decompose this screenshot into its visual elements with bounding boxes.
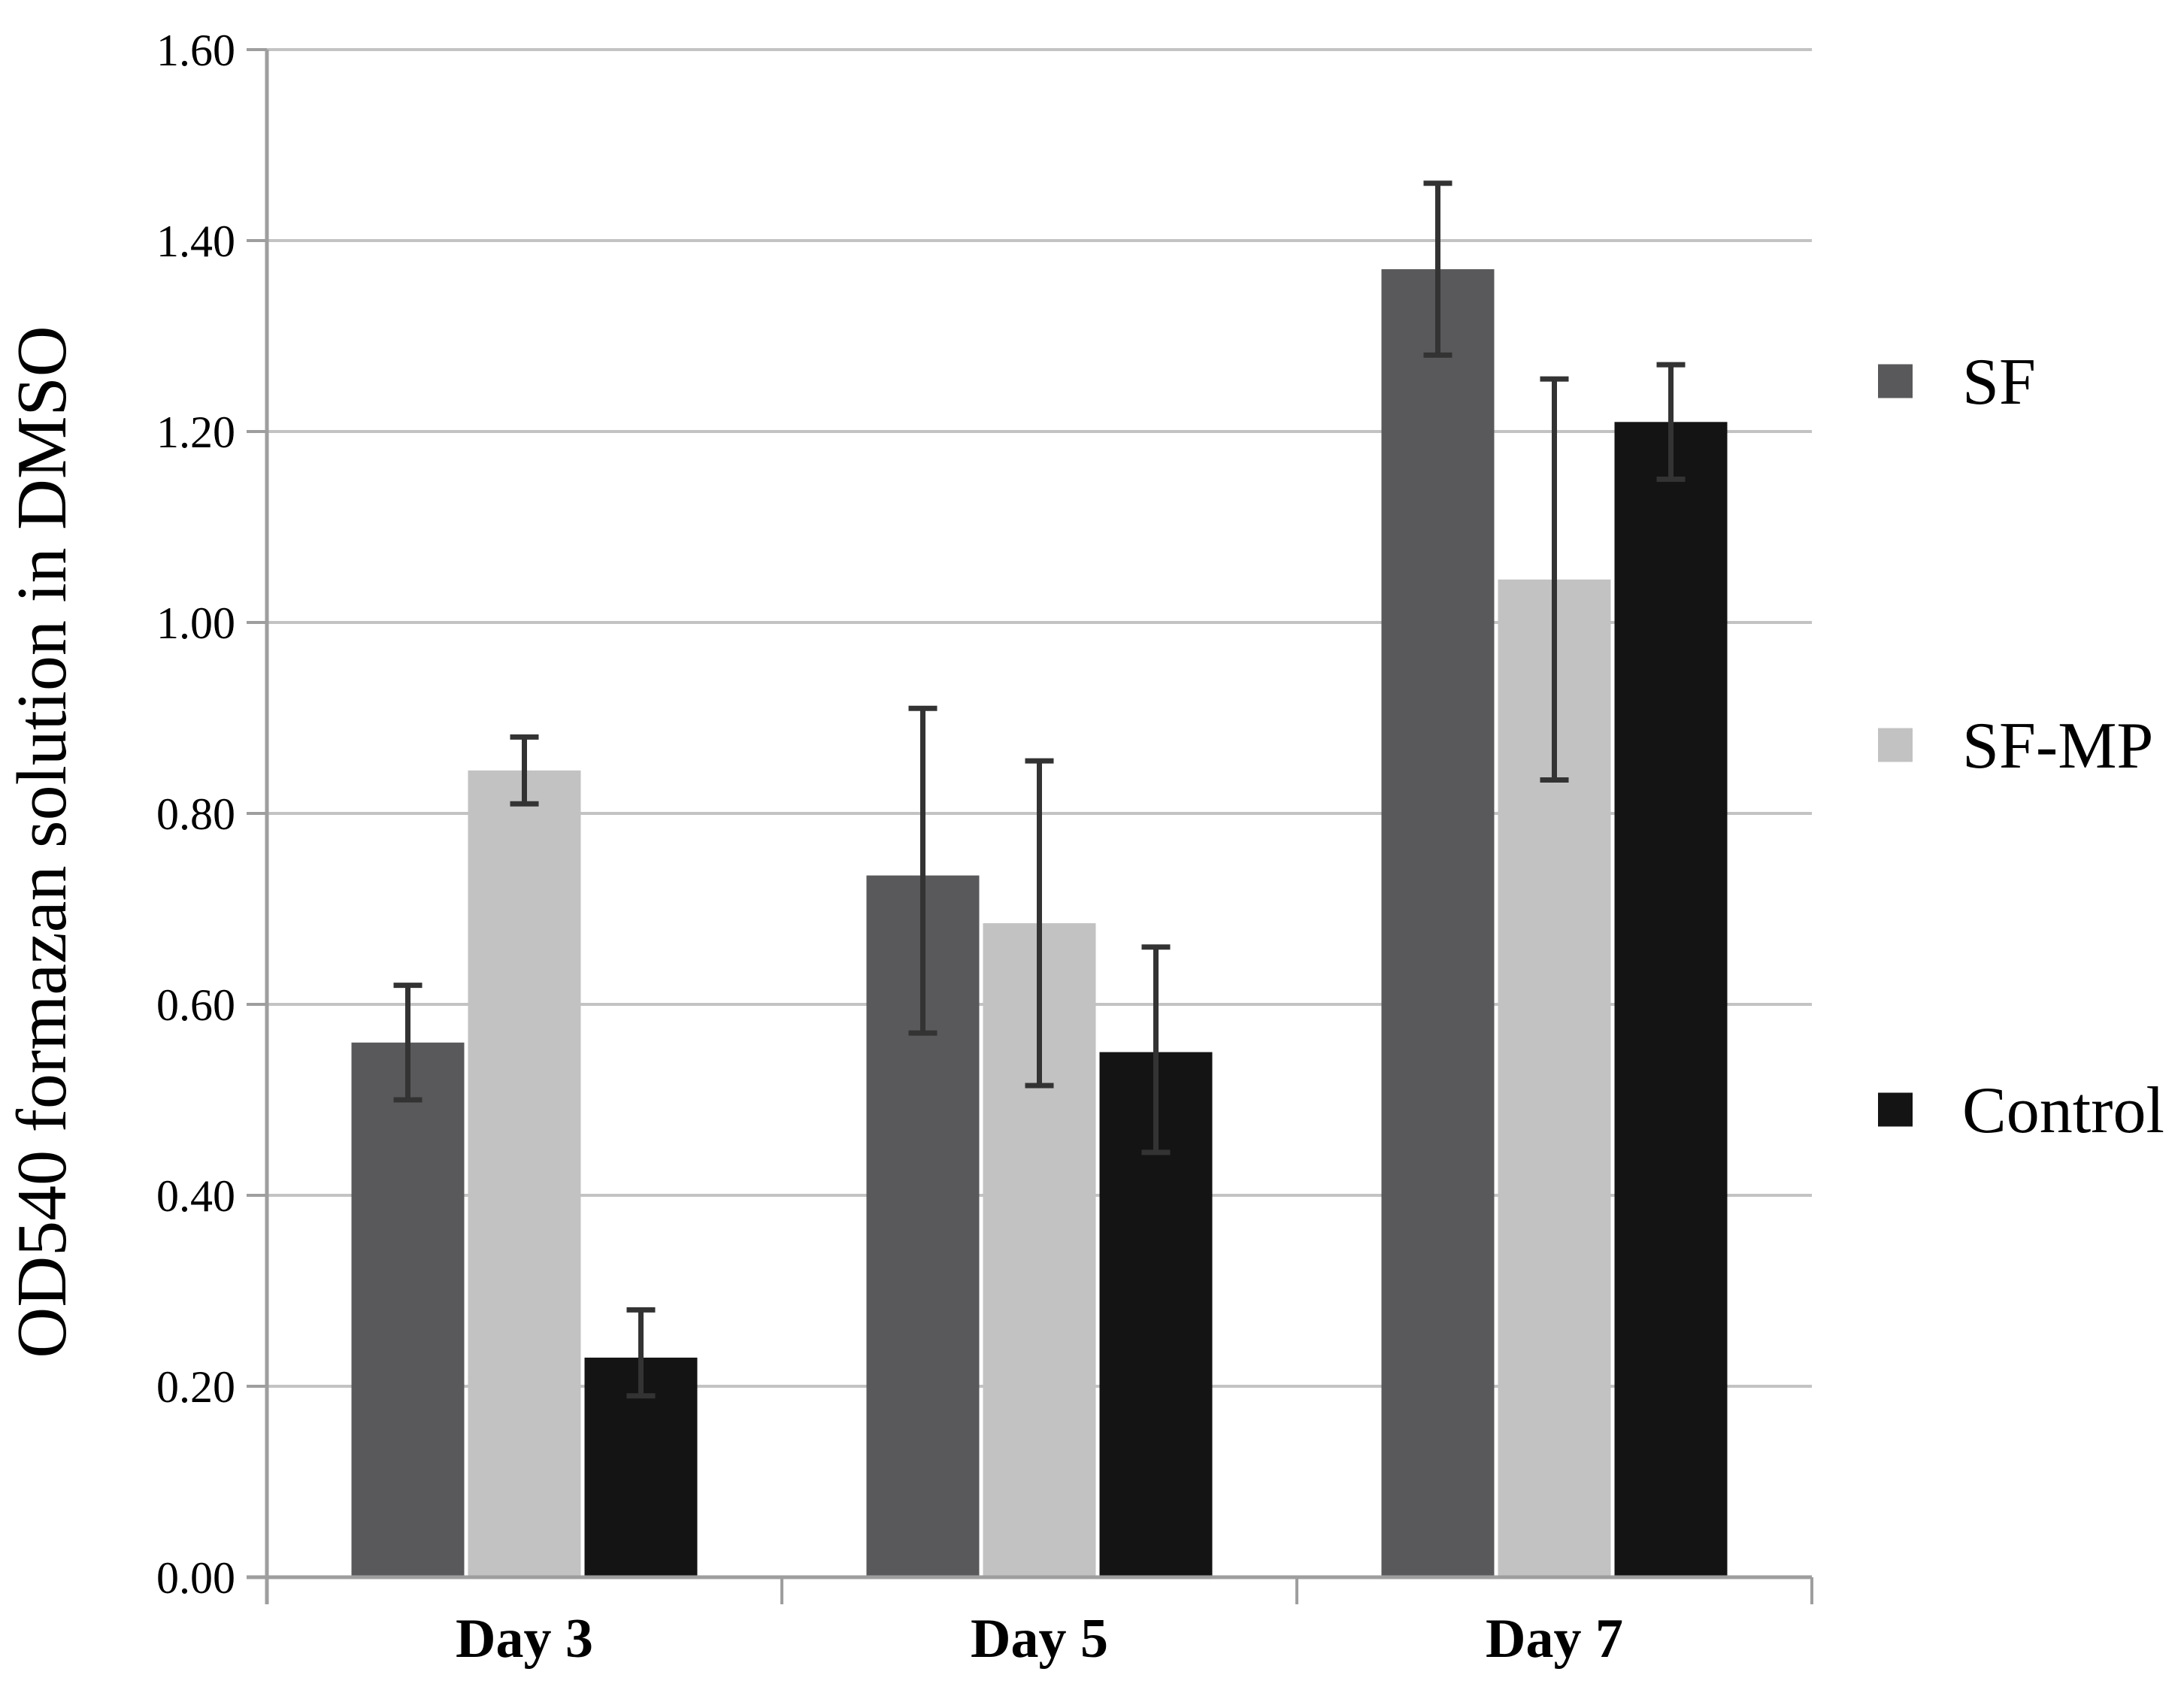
legend-marker-sf	[1878, 364, 1913, 398]
legend-label-control: Control	[1962, 1074, 2164, 1147]
y-tick-label: 0.20	[156, 1362, 235, 1412]
bar-sf-mp-day-3	[468, 770, 581, 1577]
x-category-label-day-5: Day 5	[971, 1608, 1108, 1670]
y-tick-label: 0.60	[156, 980, 235, 1030]
bar-sf-day-3	[351, 1042, 465, 1577]
legend-label-sf: SF	[1962, 346, 2036, 419]
bar-sf-day-7	[1381, 269, 1495, 1578]
y-tick-label: 0.00	[156, 1553, 235, 1603]
y-tick-label: 1.00	[156, 598, 235, 648]
legend-marker-control	[1878, 1092, 1913, 1127]
y-tick-label: 1.60	[156, 26, 235, 75]
legend-marker-sf-mp	[1878, 728, 1913, 762]
y-tick-label: 0.80	[156, 789, 235, 839]
y-tick-label: 1.40	[156, 217, 235, 266]
y-axis-title: OD540 formazan solution in DMSO	[3, 326, 81, 1358]
bar-control-day-7	[1614, 422, 1728, 1577]
legend-label-sf-mp: SF-MP	[1962, 710, 2153, 783]
x-category-label-day-7: Day 7	[1486, 1608, 1623, 1670]
y-tick-label: 0.40	[156, 1171, 235, 1221]
x-category-label-day-3: Day 3	[456, 1608, 593, 1670]
y-tick-label: 1.20	[156, 407, 235, 457]
